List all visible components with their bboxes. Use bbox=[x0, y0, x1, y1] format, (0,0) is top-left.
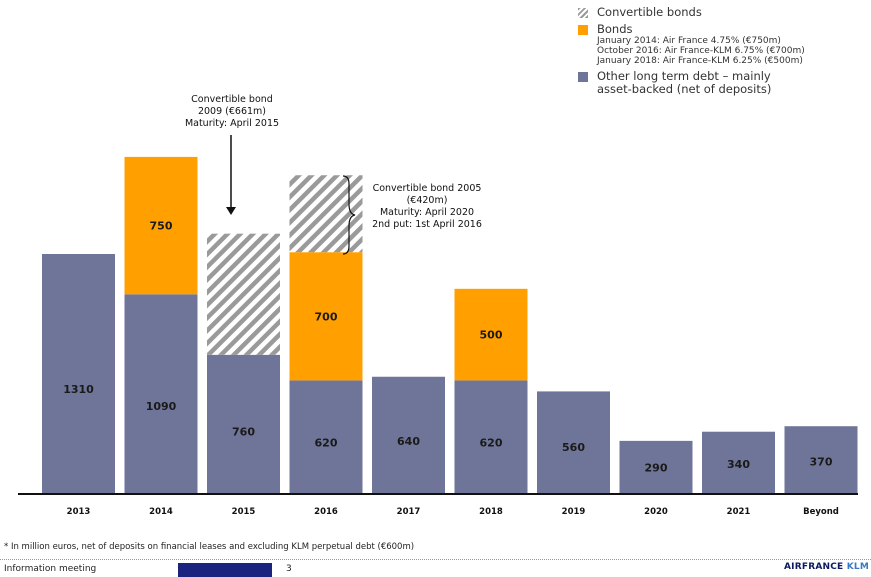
data-label: 1090 bbox=[146, 400, 177, 413]
bar-other-2018 bbox=[454, 380, 528, 494]
logo-text: KLM bbox=[846, 562, 869, 572]
chart-legend: Convertible bonds Bonds January 2014: Ai… bbox=[578, 6, 868, 100]
legend-label: Bonds bbox=[597, 22, 633, 36]
x-tick-label: 2021 bbox=[727, 507, 751, 517]
annotation-line: Convertible bond bbox=[191, 94, 273, 105]
data-label: 760 bbox=[232, 426, 255, 439]
data-label: 560 bbox=[562, 441, 585, 454]
x-tick-label: 2018 bbox=[479, 507, 503, 517]
annotation-line: 2009 (€661m) bbox=[197, 106, 267, 117]
bar-bonds-2014 bbox=[124, 156, 198, 295]
legend-detail: January 2014: Air France 4.75% (€750m) bbox=[597, 36, 781, 46]
data-label: 700 bbox=[315, 310, 338, 323]
bar-other-2013 bbox=[42, 254, 115, 494]
data-label: 340 bbox=[727, 458, 750, 471]
data-label: 620 bbox=[480, 436, 503, 449]
page-number: 3 bbox=[286, 564, 292, 574]
bar-bonds-2016 bbox=[289, 252, 363, 381]
data-label: 290 bbox=[645, 462, 668, 475]
legend-item-other: Other long term debt – mainly asset-back… bbox=[578, 70, 868, 96]
x-tick-label: Beyond bbox=[803, 507, 839, 517]
legend-detail: October 2016: Air France-KLM 6.75% (€700… bbox=[597, 46, 805, 56]
bar-other-Beyond bbox=[784, 426, 858, 494]
footer-divider bbox=[0, 559, 871, 560]
annotation-line: 2nd put: 1st April 2016 bbox=[372, 219, 482, 230]
x-tick-label: 2019 bbox=[562, 507, 586, 517]
x-tick-label: 2013 bbox=[67, 507, 91, 517]
bar-convertible-2015 bbox=[207, 233, 280, 355]
legend-label: asset-backed (net of deposits) bbox=[597, 82, 772, 96]
x-tick-label: 2016 bbox=[314, 507, 338, 517]
bar-other-2020 bbox=[619, 440, 693, 494]
data-label: 500 bbox=[480, 329, 503, 342]
legend-detail: January 2018: Air France-KLM 6.25% (€500… bbox=[597, 56, 803, 66]
airfrance-klm-logo: AIRFRANCE KLM bbox=[784, 562, 869, 572]
annotation-convertible-2009: Convertible bond 2009 (€661m) Maturity: … bbox=[146, 94, 318, 130]
blue-gray-swatch-icon bbox=[578, 72, 588, 82]
hatch-swatch-icon bbox=[578, 8, 588, 18]
logo-text: AIRFRANCE bbox=[784, 562, 844, 572]
data-label: 370 bbox=[810, 456, 833, 469]
legend-item-bonds: Bonds January 2014: Air France 4.75% (€7… bbox=[578, 23, 868, 66]
footer-title: Information meeting bbox=[4, 564, 97, 574]
legend-label: Other long term debt – mainly bbox=[597, 69, 771, 83]
debt-maturity-chart: 1310 2013 1090 750 2014 760 2015 620 700 2016 640 2… bbox=[18, 135, 858, 517]
x-tick-label: 2015 bbox=[232, 507, 256, 517]
arrow-head-icon bbox=[226, 207, 236, 215]
data-label: 620 bbox=[315, 436, 338, 449]
annotation-brace bbox=[342, 175, 356, 255]
footer-color-bar bbox=[178, 563, 272, 577]
x-tick-label: 2014 bbox=[149, 507, 173, 517]
bar-other-2019 bbox=[537, 391, 610, 494]
x-tick-label: 2020 bbox=[644, 507, 668, 517]
bar-convertible-2016 bbox=[289, 175, 363, 253]
footnote: * In million euros, net of deposits on f… bbox=[4, 542, 415, 552]
annotation-line: Maturity: April 2020 bbox=[379, 207, 475, 218]
bar-bonds-2018 bbox=[454, 288, 528, 381]
data-label: 1310 bbox=[63, 383, 94, 396]
data-label: 750 bbox=[150, 220, 173, 233]
legend-item-convertible: Convertible bonds bbox=[578, 6, 868, 19]
x-tick-label: 2017 bbox=[397, 507, 421, 517]
bar-other-2015 bbox=[207, 354, 280, 494]
bar-other-2014 bbox=[124, 294, 198, 494]
orange-swatch-icon bbox=[578, 25, 588, 35]
annotation-line: Convertible bond 2005 bbox=[372, 183, 482, 194]
legend-label: Convertible bonds bbox=[597, 5, 702, 19]
data-label: 640 bbox=[397, 435, 420, 448]
bar-other-2021 bbox=[702, 431, 775, 494]
annotation-line: Maturity: April 2015 bbox=[184, 118, 280, 129]
annotation-convertible-2005: Convertible bond 2005 (€420m) Maturity: … bbox=[352, 183, 502, 231]
bar-other-2016 bbox=[289, 380, 363, 494]
annotation-line: (€420m) bbox=[406, 195, 448, 206]
bar-other-2017 bbox=[372, 376, 445, 494]
